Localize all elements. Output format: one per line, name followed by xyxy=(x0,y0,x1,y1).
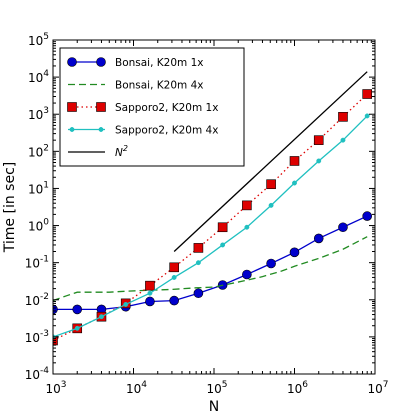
legend-entry: Sapporo2, K20m 4x xyxy=(68,125,218,137)
data-point xyxy=(195,260,201,266)
x-axis-label: N xyxy=(209,399,219,415)
y-axis-label: Time [in sec] xyxy=(2,162,18,253)
data-point xyxy=(72,304,83,315)
y-tick-label: 10-1 xyxy=(25,255,49,271)
series-2 xyxy=(53,236,368,302)
x-tick-label: 106 xyxy=(287,380,308,396)
data-point xyxy=(171,274,177,280)
data-point xyxy=(266,258,276,269)
y-tick-label: 103 xyxy=(28,106,49,122)
data-point xyxy=(193,243,204,253)
legend: Bonsai, K20m 1x Bonsai, K20m 4x Sapporo2, … xyxy=(59,47,245,167)
y-tick-label: 105 xyxy=(28,32,49,48)
data-point xyxy=(313,135,324,145)
data-point xyxy=(313,233,324,244)
y-tick-label: 104 xyxy=(28,69,49,85)
plot-frame xyxy=(52,39,376,375)
x-tick-label: 105 xyxy=(206,380,227,396)
legend-entry: N2 xyxy=(68,144,128,159)
y-tick-label: 10-2 xyxy=(25,292,49,308)
series-4 xyxy=(53,113,370,340)
legend-marker xyxy=(98,127,104,132)
data-point xyxy=(53,304,58,315)
data-point xyxy=(217,222,228,233)
data-point xyxy=(292,180,297,186)
data-point xyxy=(220,242,226,248)
data-point xyxy=(338,112,348,122)
legend-label: Sapporo2, K20m 1x xyxy=(115,102,218,114)
series-5 xyxy=(173,71,368,252)
tick-labels: 103 104 105 106 107 10-4 10-3 10-2 10-1 100 101 102… xyxy=(25,32,389,396)
data-point xyxy=(340,137,346,143)
legend-label: Bonsai, K20m 1x xyxy=(115,57,204,69)
data-point xyxy=(362,89,372,99)
data-point xyxy=(193,288,204,299)
series-line xyxy=(173,71,368,252)
data-point xyxy=(145,296,155,307)
legend-marker xyxy=(67,102,77,112)
data-point xyxy=(169,262,179,273)
data-point xyxy=(169,295,179,306)
data-point xyxy=(266,179,276,190)
legend-marker xyxy=(96,57,106,67)
legend-marker xyxy=(69,127,75,132)
data-point xyxy=(289,247,300,258)
y-tick-label: 101 xyxy=(28,180,49,196)
y-tick-label: 102 xyxy=(28,143,49,159)
plot-area xyxy=(53,71,372,346)
x-tick-label: 104 xyxy=(126,380,147,396)
data-point xyxy=(338,222,348,233)
legend-label: Bonsai, K20m 4x xyxy=(115,80,204,92)
data-point xyxy=(364,113,370,119)
data-point xyxy=(242,269,252,280)
data-point xyxy=(362,211,372,221)
data-point xyxy=(244,224,250,230)
series-line xyxy=(53,115,368,338)
legend-entry: Bonsai, K20m 4x xyxy=(68,80,204,92)
data-point xyxy=(147,290,153,296)
legend-entry: Sapporo2, K20m 1x xyxy=(67,102,218,114)
data-point xyxy=(268,202,274,208)
series-line xyxy=(53,236,368,302)
x-tick-label: 107 xyxy=(367,380,388,396)
data-point xyxy=(145,280,155,291)
y-tick-label: 10-4 xyxy=(25,366,50,382)
data-point xyxy=(242,200,252,211)
data-point xyxy=(74,325,80,331)
data-point xyxy=(99,314,104,320)
data-point xyxy=(123,301,129,307)
y-tick-label: 10-3 xyxy=(25,329,49,345)
legend-entry: Bonsai, K20m 1x xyxy=(67,57,204,69)
data-point xyxy=(316,158,322,164)
data-point xyxy=(289,156,300,166)
y-tick-label: 100 xyxy=(28,218,49,234)
legend-label: Sapporo2, K20m 4x xyxy=(115,125,218,137)
legend-marker xyxy=(67,57,77,67)
x-tick-label: 103 xyxy=(45,380,66,396)
legend-label: N2 xyxy=(115,144,128,159)
legend-marker xyxy=(96,102,106,112)
